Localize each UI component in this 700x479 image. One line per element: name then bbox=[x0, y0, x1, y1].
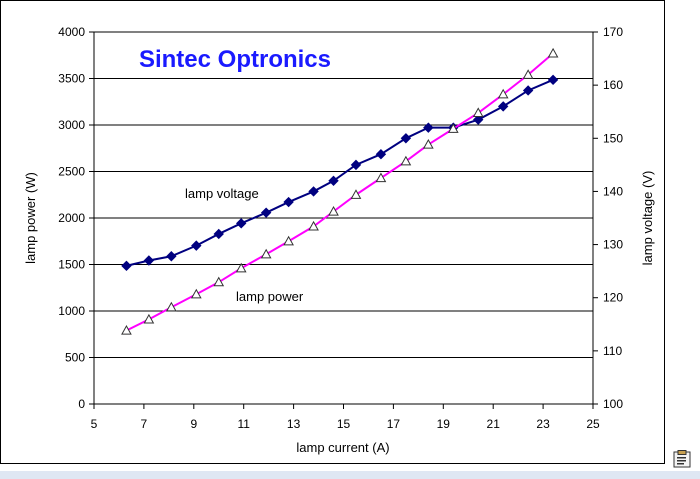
lamp-voltage-point bbox=[121, 260, 132, 272]
lamp-voltage-point bbox=[423, 122, 434, 133]
lamp-power-point bbox=[260, 248, 272, 259]
chart-area-border bbox=[0, 0, 665, 464]
x-tick-label: 17 bbox=[387, 417, 401, 431]
x-tick-label: 25 bbox=[586, 417, 600, 431]
right-tick-label: 110 bbox=[603, 344, 622, 358]
lamp-power-point bbox=[165, 301, 177, 312]
x-axis-label: lamp current (A) bbox=[296, 440, 389, 455]
lamp-voltage-point bbox=[400, 133, 412, 144]
lamp-power-point bbox=[522, 69, 534, 79]
lamp-voltage-point bbox=[191, 240, 202, 251]
lamp-power-point bbox=[400, 155, 412, 166]
x-tick-label: 11 bbox=[237, 417, 250, 431]
left-axis-ticks: 0 500 1000 1500 2000 2500 3000 3500 4000 bbox=[58, 25, 94, 411]
lamp-power-point bbox=[190, 288, 202, 299]
right-tick-label: 100 bbox=[603, 397, 623, 411]
x-tick-label: 7 bbox=[141, 417, 148, 431]
lamp-voltage-point bbox=[547, 74, 559, 86]
x-tick-label: 15 bbox=[337, 417, 351, 431]
right-tick-label: 160 bbox=[603, 78, 623, 92]
x-tick-label: 5 bbox=[91, 417, 98, 431]
lamp-power-point bbox=[547, 47, 559, 58]
lamp-voltage-point bbox=[328, 175, 339, 187]
lamp-power-point bbox=[308, 220, 319, 231]
lamp-voltage-point bbox=[260, 207, 272, 218]
lamp-power-point bbox=[213, 276, 225, 287]
lamp-power-point bbox=[472, 107, 484, 118]
chart-title: Sintec Optronics bbox=[139, 46, 331, 73]
left-tick-label: 500 bbox=[65, 351, 85, 365]
x-tick-label: 9 bbox=[190, 417, 197, 431]
right-tick-label: 170 bbox=[603, 25, 623, 39]
lamp-voltage-point bbox=[166, 251, 177, 262]
clipboard-icon[interactable] bbox=[673, 450, 691, 468]
x-tick-label: 23 bbox=[536, 417, 550, 431]
series-layer bbox=[121, 47, 559, 335]
lamp-power-point bbox=[375, 172, 387, 183]
annotation-lamp-voltage: lamp voltage bbox=[185, 186, 259, 201]
x-tick-label: 13 bbox=[287, 417, 301, 431]
left-tick-label: 3000 bbox=[58, 118, 85, 132]
lamp-voltage-point bbox=[143, 255, 155, 266]
lamp-voltage-point bbox=[350, 159, 362, 171]
lamp-voltage-point bbox=[213, 228, 224, 240]
lamp-voltage-point bbox=[235, 218, 247, 229]
left-tick-label: 1000 bbox=[58, 304, 85, 318]
right-axis-label: lamp voltage (V) bbox=[640, 171, 655, 266]
right-tick-label: 140 bbox=[603, 184, 623, 198]
left-axis-label: lamp power (W) bbox=[23, 172, 38, 264]
lamp-voltage-point bbox=[283, 196, 294, 208]
right-tick-label: 130 bbox=[603, 238, 623, 252]
lamp-power-point bbox=[143, 313, 155, 324]
lamp-voltage-point bbox=[522, 85, 534, 96]
lamp-power-point bbox=[422, 139, 434, 149]
lamp-voltage-point bbox=[308, 186, 319, 197]
left-tick-label: 2500 bbox=[58, 165, 85, 179]
gridlines bbox=[94, 31, 593, 405]
left-tick-label: 2000 bbox=[58, 211, 85, 225]
left-tick-label: 3500 bbox=[58, 72, 85, 86]
right-tick-label: 150 bbox=[603, 131, 623, 145]
x-tick-label: 21 bbox=[487, 417, 501, 431]
left-tick-label: 0 bbox=[78, 397, 85, 411]
lamp-power-point bbox=[235, 262, 247, 273]
lamp-voltage-point bbox=[473, 114, 484, 125]
lamp-power-point bbox=[328, 205, 339, 216]
status-strip bbox=[0, 471, 700, 479]
lamp-power-point bbox=[497, 88, 509, 99]
lamp-voltage-point bbox=[375, 149, 387, 160]
lamp-power-point bbox=[350, 189, 362, 199]
annotation-lamp-power: lamp power bbox=[236, 289, 304, 304]
lamp-power-point bbox=[283, 235, 294, 246]
right-tick-label: 120 bbox=[603, 291, 623, 305]
right-axis-ticks: 100 110 120 130 140 150 160 170 bbox=[593, 25, 623, 411]
left-tick-label: 4000 bbox=[58, 25, 85, 39]
lamp-power-point bbox=[447, 123, 459, 133]
lamp-voltage-point bbox=[497, 101, 509, 112]
left-tick-label: 1500 bbox=[58, 258, 85, 272]
x-tick-label: 19 bbox=[437, 417, 451, 431]
x-axis-ticks: 5 7 9 11 13 15 17 19 21 23 25 bbox=[91, 404, 600, 431]
lamp-power-point bbox=[121, 325, 132, 335]
